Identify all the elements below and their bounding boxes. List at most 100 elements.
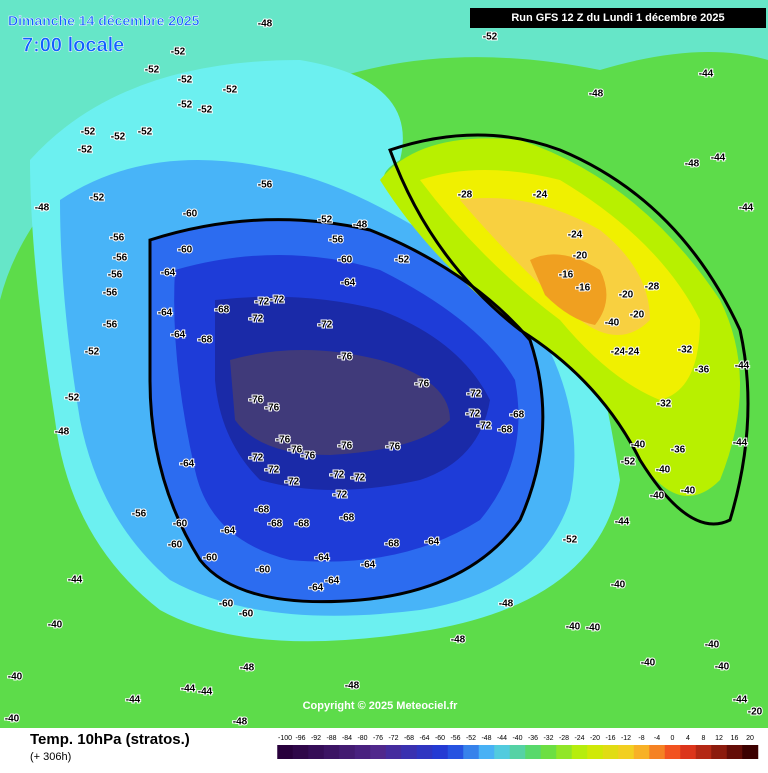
colorbar-swatch bbox=[447, 745, 464, 759]
contour-label: -64 bbox=[361, 560, 376, 571]
contour-label: -52 bbox=[198, 105, 213, 116]
colorbar-tick-label: -36 bbox=[528, 735, 538, 742]
colorbar-swatch bbox=[540, 745, 557, 759]
contour-label: -52 bbox=[90, 193, 105, 204]
colorbar-swatch bbox=[339, 745, 356, 759]
contour-label: -56 bbox=[329, 235, 344, 246]
contour-label: -48 bbox=[258, 19, 273, 30]
contour-label: -32 bbox=[678, 345, 693, 356]
contour-label: -48 bbox=[499, 599, 514, 610]
colorbar-swatch bbox=[571, 745, 588, 759]
contour-label: -40 bbox=[631, 440, 646, 451]
contour-label: -40 bbox=[715, 662, 730, 673]
contour-label: -48 bbox=[589, 89, 604, 100]
contour-label: -60 bbox=[168, 540, 183, 551]
contour-label: -52 bbox=[78, 145, 93, 156]
colorbar-swatch bbox=[494, 745, 511, 759]
contour-label: -20 bbox=[748, 707, 763, 718]
colorbar-swatch bbox=[664, 745, 681, 759]
colorbar-tick-label: -12 bbox=[621, 735, 631, 742]
colorbar-swatch bbox=[478, 745, 495, 759]
colorbar-swatch bbox=[401, 745, 418, 759]
contour-label: -72 bbox=[318, 320, 333, 331]
contour-label: -48 bbox=[451, 635, 466, 646]
contour-label: -24 bbox=[568, 230, 583, 241]
contour-label: -52 bbox=[178, 100, 193, 111]
contour-label: -60 bbox=[203, 553, 218, 564]
contour-label: -64 bbox=[325, 576, 340, 587]
contour-label: -44 bbox=[181, 684, 196, 695]
colorbar: -100 -96 -92 -88 -84 -80 -76 -72 -68 -64 -60 -56 -52… bbox=[277, 735, 759, 759]
contour-label: -40 bbox=[5, 714, 20, 725]
contour-label: -72 bbox=[255, 297, 270, 308]
contour-label: -32 bbox=[657, 399, 672, 410]
contour-label: -72 bbox=[249, 453, 264, 464]
contour-label: -20 bbox=[619, 290, 634, 301]
contour-labels: -48-52-52-52-52-52-52-52-52-52-52-52-48-… bbox=[4, 18, 764, 729]
contour-label: -28 bbox=[645, 282, 660, 293]
contour-label: -52 bbox=[483, 32, 498, 43]
contour-label: -56 bbox=[132, 509, 147, 520]
contour-label: -52 bbox=[621, 457, 636, 468]
colorbar-swatch bbox=[587, 745, 604, 759]
contour bbox=[388, 133, 750, 526]
contour-label: -72 bbox=[477, 421, 492, 432]
contour-label: -48 bbox=[233, 717, 248, 728]
colorbar-tick-label: -76 bbox=[373, 735, 383, 742]
contour-label: -76 bbox=[276, 435, 291, 446]
contour-label: -68 bbox=[295, 519, 310, 530]
colorbar-tick-label: -72 bbox=[388, 735, 398, 742]
contour-label: -56 bbox=[113, 253, 128, 264]
contour-label: -20 bbox=[573, 251, 588, 262]
contour-label: -64 bbox=[425, 537, 440, 548]
contour-label: -76 bbox=[415, 379, 430, 390]
contour-label: -76 bbox=[338, 352, 353, 363]
contour-label: -68 bbox=[215, 305, 230, 316]
colorbar-swatch bbox=[618, 745, 635, 759]
colorbar-swatch bbox=[695, 745, 712, 759]
contour-label: -52 bbox=[223, 85, 238, 96]
contour-label: -44 bbox=[733, 695, 748, 706]
contour-label: -60 bbox=[239, 609, 254, 620]
contour-label: -52 bbox=[85, 347, 100, 358]
colorbar-swatch bbox=[416, 745, 433, 759]
contour-label: -36 bbox=[671, 445, 686, 456]
contour-label: -64 bbox=[161, 268, 176, 279]
colorbar-swatch bbox=[308, 745, 325, 759]
contour-label: -68 bbox=[498, 425, 513, 436]
contour-label: -72 bbox=[351, 473, 366, 484]
colorbar-swatch bbox=[354, 745, 371, 759]
colorbar-tick-label: -92 bbox=[311, 735, 321, 742]
colorbar-tick-label: -28 bbox=[559, 735, 569, 742]
contour-label: -48 bbox=[240, 663, 255, 674]
colorbar-swatch bbox=[525, 745, 542, 759]
contour-label: -40 bbox=[8, 672, 23, 683]
colorbar-swatch bbox=[385, 745, 402, 759]
colorbar-swatch bbox=[370, 745, 387, 759]
contour-label: -52 bbox=[318, 215, 333, 226]
contour-label: -64 bbox=[180, 459, 195, 470]
colorbar-swatch bbox=[633, 745, 650, 759]
colorbar-tick-label: -52 bbox=[466, 735, 476, 742]
contour-label: -16 bbox=[576, 283, 591, 294]
contour-label: -24 bbox=[611, 347, 626, 358]
contour-label: -68 bbox=[510, 410, 525, 421]
colorbar-swatch bbox=[556, 745, 573, 759]
contour-label: -40 bbox=[641, 658, 656, 669]
contour-label: -52 bbox=[111, 132, 126, 143]
colorbar-swatch bbox=[649, 745, 666, 759]
contour-label: -48 bbox=[55, 427, 70, 438]
colorbar-tick-label: -64 bbox=[419, 735, 429, 742]
contour-label: -44 bbox=[733, 438, 748, 449]
colorbar-tick-label: 12 bbox=[715, 735, 723, 742]
contour-label: -48 bbox=[353, 220, 368, 231]
contour-label: -60 bbox=[338, 255, 353, 266]
contour-label: -76 bbox=[249, 395, 264, 406]
contour-label: -52 bbox=[171, 47, 186, 58]
contour-label: -40 bbox=[650, 491, 665, 502]
contour-label: -76 bbox=[301, 451, 316, 462]
contour-label: -52 bbox=[563, 535, 578, 546]
colorbar-tick-label: -56 bbox=[450, 735, 460, 742]
colorbar-swatch bbox=[432, 745, 449, 759]
colorbar-swatch bbox=[602, 745, 619, 759]
